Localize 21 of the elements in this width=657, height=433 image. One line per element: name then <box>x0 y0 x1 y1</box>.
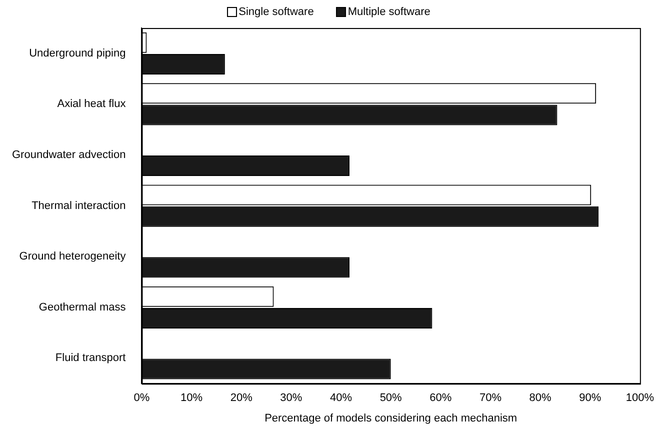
legend-label: Single software <box>238 6 314 18</box>
x-tick-label: 0% <box>134 392 150 404</box>
y-tick-label: Fluid transport <box>55 352 126 364</box>
x-tick-label: 30% <box>280 392 302 404</box>
x-tick-label: 90% <box>579 392 602 404</box>
x-tick-label: 10% <box>180 392 203 404</box>
x-tick-label: 40% <box>330 392 352 404</box>
x-tick-label: 60% <box>430 392 452 404</box>
y-tick-label: Axial heat flux <box>57 98 126 110</box>
x-tick-label: 70% <box>479 392 502 404</box>
x-tick-label: 100% <box>626 392 654 404</box>
y-tick-label: Geothermal mass <box>38 301 126 314</box>
legend-label: Multiple software <box>348 6 430 18</box>
x-tick-label: 50% <box>380 392 402 404</box>
x-axis-title: Percentage of models considering each mechanism <box>264 412 518 424</box>
x-tick-label: 20% <box>230 392 253 404</box>
y-tick-label: Thermal interaction <box>32 200 126 212</box>
x-tick-label: 80% <box>529 392 552 404</box>
y-tick-label: Ground heterogeneity <box>19 250 126 263</box>
y-tick-label: Underground piping <box>29 47 126 60</box>
y-tick-label: Groundwater advection <box>12 149 126 162</box>
